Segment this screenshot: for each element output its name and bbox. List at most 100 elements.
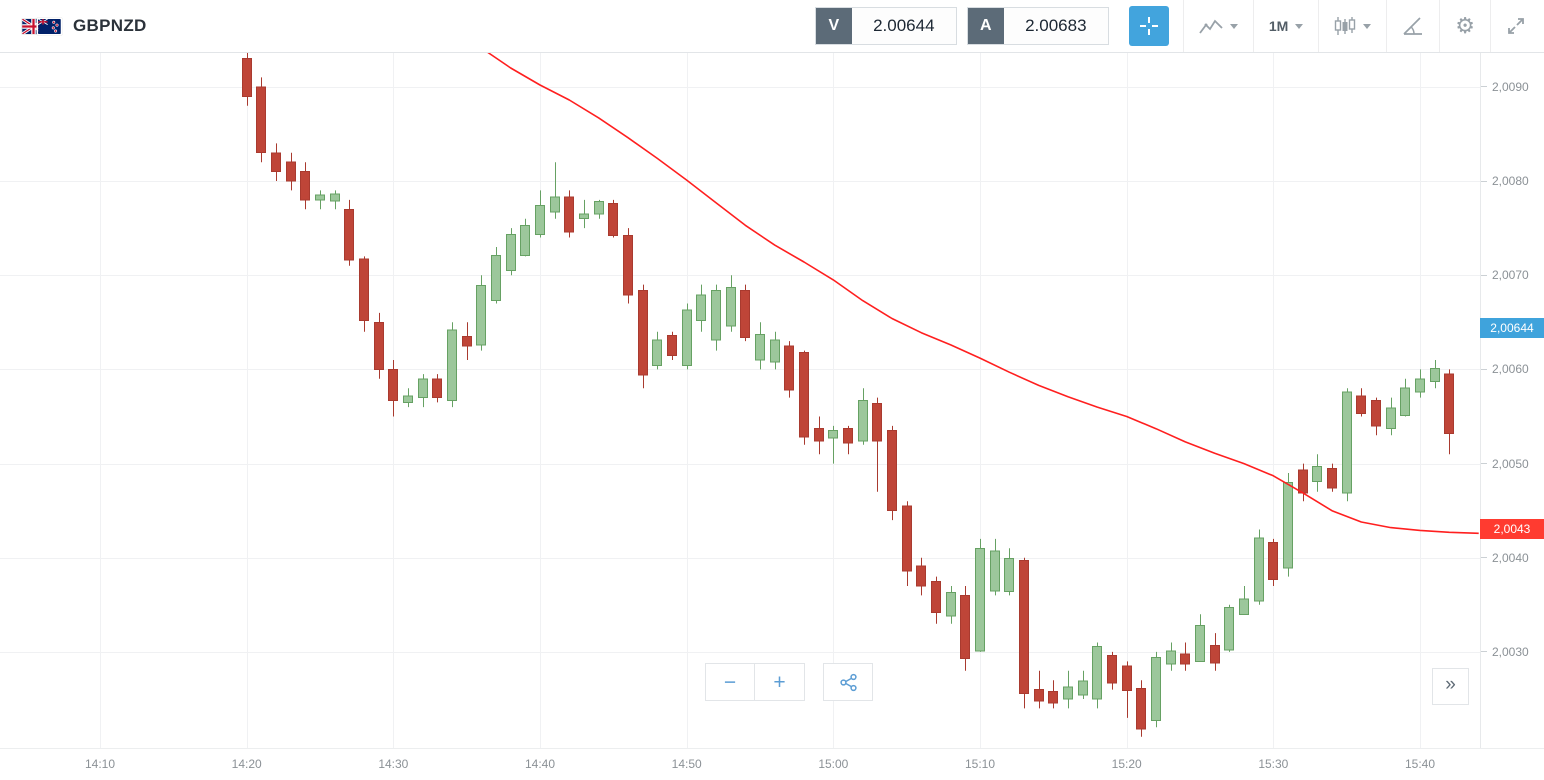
candle-body [1092,645,1102,700]
candle-body [242,58,252,97]
candle-body [755,334,765,361]
moving-average-line [486,52,1479,535]
candle-body [256,86,266,154]
fullscreen-button[interactable] [1490,0,1544,52]
candle-body [1415,378,1425,393]
candle-body [960,594,970,660]
candle-body [1371,400,1381,427]
candle-body [652,339,662,367]
candle-body [447,329,457,401]
candle-body [1342,391,1352,494]
candle-body [579,213,589,220]
price-axis: 2,0090 2,0080 2,0070 2,0060 2,0050 2,0040 2,00… [1480,52,1544,748]
price-tick-label: 2,0080 [1492,174,1529,189]
indicators-icon [1403,17,1423,35]
price-tick-label: 2,0060 [1492,362,1529,377]
time-tick-label: 15:30 [1258,757,1289,771]
candle-body [726,287,736,327]
candle-body [1195,625,1205,662]
candle-body [814,428,824,442]
candle-body [946,592,956,617]
candle-body [1224,607,1234,651]
time-tick-label: 14:20 [231,757,262,771]
chevron-down-icon [1229,23,1238,29]
candle-body [403,395,413,403]
timeframe-label: 1M [1268,18,1289,34]
candle-style-dropdown[interactable] [1318,0,1386,52]
minus-icon: − [723,670,737,694]
zoom-controls: − + [705,663,873,701]
time-tick-label: 14:40 [524,757,556,771]
expand-panel-button[interactable]: » [1432,668,1469,705]
moving-average-price-badge: 2,0043 [1480,519,1544,540]
chart-type-dropdown[interactable] [1182,0,1253,52]
candle-body [1078,680,1088,696]
candle-body [916,565,926,587]
time-tick-label: 14:50 [671,757,702,771]
zoom-in-button[interactable]: + [755,663,805,701]
share-button[interactable] [823,663,873,701]
candle-body [594,201,604,215]
sell-button[interactable]: V [815,8,852,44]
candle-body [990,550,1000,592]
candle-body [1386,407,1396,430]
candle-body [1019,560,1029,694]
nz-flag-icon [38,18,61,34]
candle-body [462,335,472,347]
candle-body [1004,558,1014,593]
candle-body [330,193,340,202]
candle-body [1166,650,1176,665]
chevron-down-icon [1295,23,1304,29]
candle-body [1254,537,1264,602]
price-tick-mark [1481,274,1487,276]
fullscreen-icon [1508,18,1524,34]
candle-body [1283,481,1293,569]
candle-body [1048,691,1058,704]
candle-body [1444,373,1454,434]
candle-body [491,254,501,302]
price-tick-label: 2,0090 [1492,79,1529,94]
time-axis: 14:10 14:20 14:30 14:40 14:50 15:00 15:10 15:20… [0,748,1544,780]
time-tick-label: 14:30 [378,757,409,771]
candle-body [1034,689,1044,702]
time-tick-label: 15:00 [818,757,849,771]
candle-body [506,234,516,271]
candle-body [286,161,296,182]
candle-body [902,505,912,572]
price-tick-mark [1481,368,1487,370]
candle-body [784,345,794,391]
time-tick-label: 15:40 [1404,757,1436,771]
price-tick-label: 2,0050 [1492,456,1529,471]
price-tick-label: 2,0040 [1492,550,1529,565]
candle-body [740,289,750,338]
symbol-flags [22,18,61,34]
candle-body [1239,598,1249,615]
double-chevron-right-icon: » [1445,674,1456,695]
settings-button[interactable]: ⚙ [1439,0,1490,52]
candle-body [1107,655,1117,684]
price-tick-mark [1481,557,1487,559]
candle-body [1151,657,1161,722]
buy-quote-control[interactable]: A 2.00683 [966,7,1109,45]
crosshair-tool-button[interactable] [1128,6,1169,46]
candle-body [550,196,560,213]
candle-body [271,152,281,173]
candle-body [1268,542,1278,580]
candle-body [872,402,882,442]
candle-body [770,339,780,363]
candle-body [359,258,369,321]
indicators-button[interactable] [1386,0,1439,52]
candle-body [388,368,398,401]
candle-body [1210,644,1220,664]
zoom-out-button[interactable]: − [705,663,755,701]
timeframe-dropdown[interactable]: 1M [1252,0,1318,52]
sell-quote-control[interactable]: V 2.00644 [814,7,957,45]
candle-body [1312,465,1322,482]
candle-body [1180,653,1190,665]
price-tick-mark [1481,86,1487,88]
candle-body [564,196,574,233]
price-chart-canvas[interactable] [0,52,1480,748]
candle-body [374,321,384,370]
buy-button[interactable]: A [967,8,1004,44]
current-price-badge: 2,00644 [1480,317,1544,338]
